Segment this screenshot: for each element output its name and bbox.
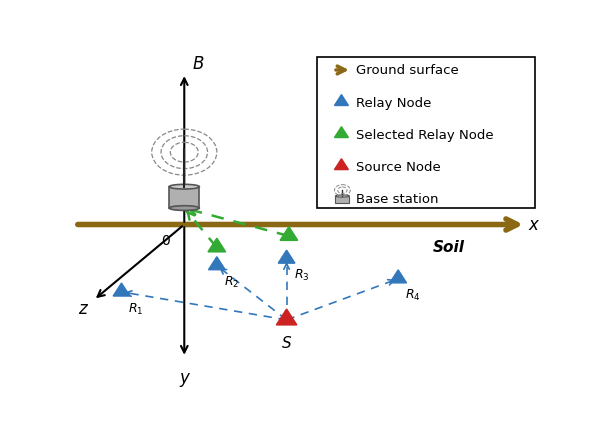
Text: Relay Node: Relay Node [356, 96, 432, 109]
Text: Base station: Base station [356, 192, 439, 205]
Polygon shape [334, 127, 349, 138]
FancyBboxPatch shape [317, 58, 535, 209]
Text: y: y [179, 368, 189, 386]
Text: $R_1$: $R_1$ [128, 301, 144, 316]
Text: Soil: Soil [433, 240, 465, 255]
Text: Air: Air [433, 190, 458, 205]
Polygon shape [277, 309, 297, 325]
Text: $R_2$: $R_2$ [224, 274, 239, 289]
Text: Ground surface: Ground surface [356, 64, 459, 77]
Text: $S$: $S$ [281, 334, 292, 350]
Ellipse shape [335, 196, 349, 198]
FancyBboxPatch shape [335, 196, 349, 204]
FancyBboxPatch shape [169, 187, 199, 209]
Text: B: B [192, 55, 203, 72]
Text: z: z [78, 299, 86, 318]
Polygon shape [390, 270, 407, 283]
Text: $R_3$: $R_3$ [293, 268, 309, 283]
Text: 0: 0 [161, 233, 170, 247]
Polygon shape [208, 239, 226, 252]
Ellipse shape [169, 185, 199, 190]
Polygon shape [280, 227, 298, 241]
Text: $R_4$: $R_4$ [405, 287, 421, 302]
Polygon shape [334, 159, 349, 170]
Polygon shape [208, 257, 225, 270]
Ellipse shape [169, 206, 199, 211]
Polygon shape [278, 250, 295, 264]
Polygon shape [334, 95, 349, 106]
Text: Selected Relay Node: Selected Relay Node [356, 128, 494, 141]
Polygon shape [113, 283, 130, 296]
Text: Source Node: Source Node [356, 160, 441, 173]
Text: x: x [529, 216, 538, 234]
